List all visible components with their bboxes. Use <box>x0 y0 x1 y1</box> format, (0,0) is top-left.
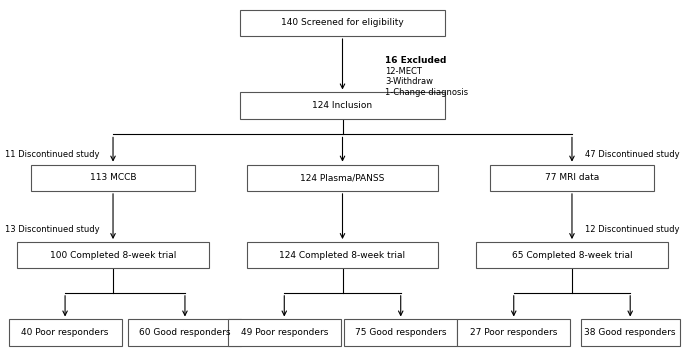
Text: 77 MRI data: 77 MRI data <box>545 173 599 182</box>
Text: 49 Poor responders: 49 Poor responders <box>240 328 328 337</box>
FancyBboxPatch shape <box>129 320 242 346</box>
Text: 40 Poor responders: 40 Poor responders <box>21 328 109 337</box>
Text: 113 MCCB: 113 MCCB <box>90 173 136 182</box>
Text: 16 Excluded: 16 Excluded <box>385 56 447 65</box>
Text: 3-Withdraw: 3-Withdraw <box>385 77 433 87</box>
FancyBboxPatch shape <box>344 320 458 346</box>
FancyBboxPatch shape <box>247 165 438 191</box>
Text: 27 Poor responders: 27 Poor responders <box>470 328 558 337</box>
Text: 100 Completed 8-week trial: 100 Completed 8-week trial <box>50 251 176 260</box>
FancyBboxPatch shape <box>476 242 668 268</box>
Text: 124 Inclusion: 124 Inclusion <box>312 101 373 110</box>
FancyBboxPatch shape <box>8 320 121 346</box>
Text: 75 Good responders: 75 Good responders <box>355 328 447 337</box>
Text: 38 Good responders: 38 Good responders <box>584 328 676 337</box>
FancyBboxPatch shape <box>458 320 570 346</box>
Text: 140 Screened for eligibility: 140 Screened for eligibility <box>281 18 404 27</box>
FancyBboxPatch shape <box>240 93 445 119</box>
FancyBboxPatch shape <box>31 165 195 191</box>
Text: 124 Plasma/PANSS: 124 Plasma/PANSS <box>300 173 385 182</box>
Text: 124 Completed 8-week trial: 124 Completed 8-week trial <box>279 251 406 260</box>
FancyBboxPatch shape <box>247 242 438 268</box>
FancyBboxPatch shape <box>490 165 654 191</box>
Text: 65 Completed 8-week trial: 65 Completed 8-week trial <box>512 251 632 260</box>
FancyBboxPatch shape <box>581 320 680 346</box>
Text: 12 Discontinued study: 12 Discontinued study <box>585 225 680 234</box>
FancyBboxPatch shape <box>227 320 340 346</box>
Text: 47 Discontinued study: 47 Discontinued study <box>585 150 680 159</box>
Text: 12-MECT: 12-MECT <box>385 67 422 76</box>
Text: 60 Good responders: 60 Good responders <box>139 328 231 337</box>
Text: 11 Discontinued study: 11 Discontinued study <box>5 150 100 159</box>
FancyBboxPatch shape <box>240 10 445 36</box>
Text: 13 Discontinued study: 13 Discontinued study <box>5 225 100 234</box>
Text: 1-Change diagnosis: 1-Change diagnosis <box>385 88 468 97</box>
FancyBboxPatch shape <box>17 242 209 268</box>
